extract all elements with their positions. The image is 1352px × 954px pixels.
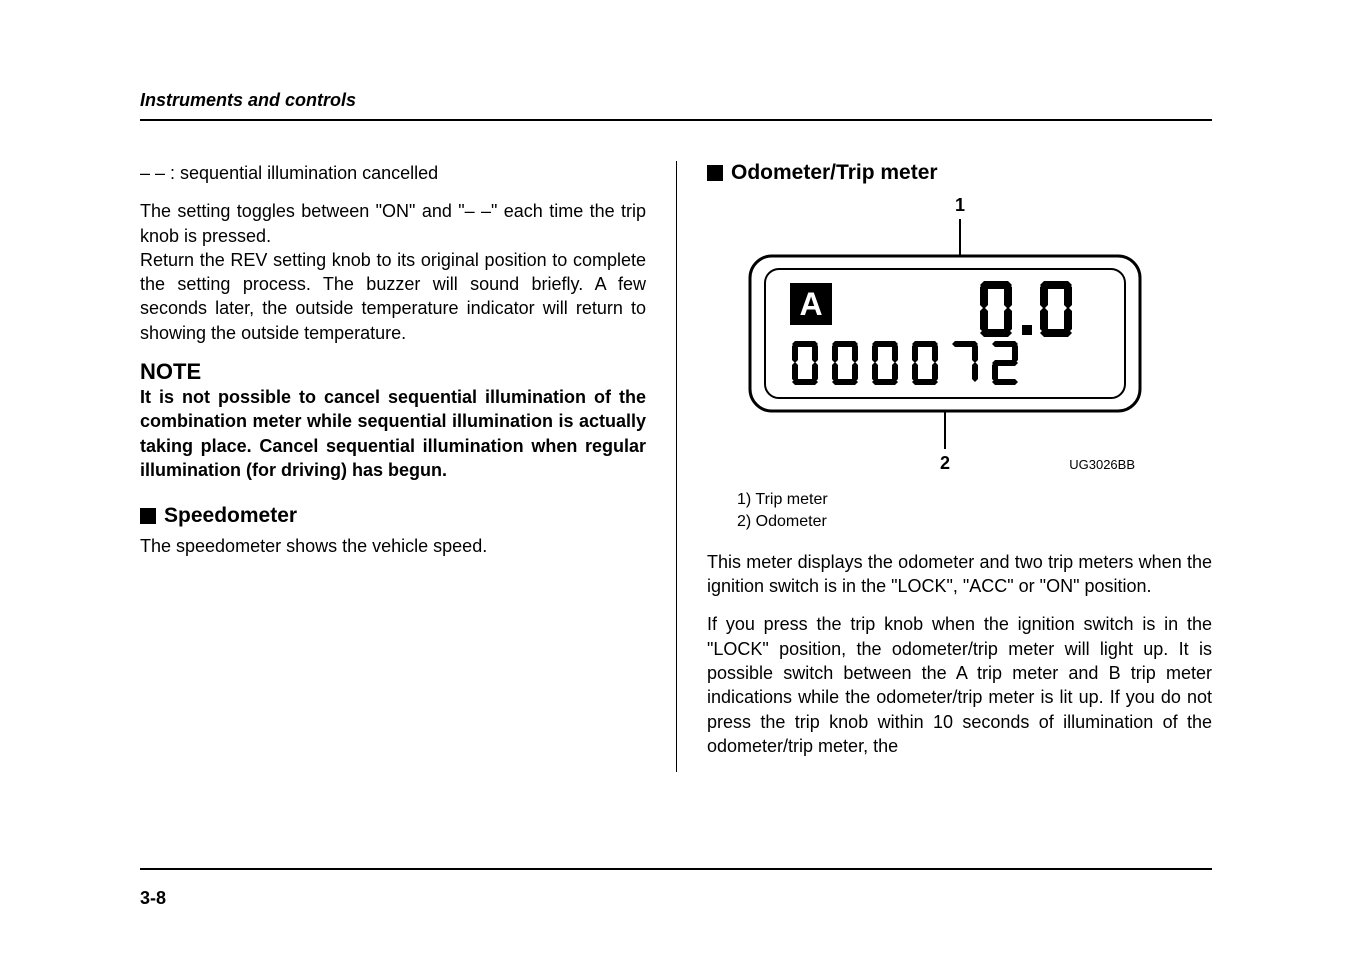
odometer-para-1: This meter displays the odometer and two… <box>707 550 1212 599</box>
toggle-paragraph: The setting toggles between "ON" and "– … <box>140 199 646 248</box>
speedometer-heading: Speedometer <box>140 504 646 528</box>
illumination-cancelled-line: – – : sequential illumination cancelled <box>140 161 646 185</box>
rev-knob-paragraph: Return the REV setting knob to its origi… <box>140 248 646 345</box>
odometer-heading: Odometer/Trip meter <box>707 161 1212 185</box>
note-text: It is not possible to cancel sequential … <box>140 385 646 482</box>
right-column: Odometer/Trip meter 1 A <box>676 161 1212 772</box>
legend-item-1: 1) Trip meter <box>737 489 1212 511</box>
note-heading: NOTE <box>140 359 646 385</box>
diagram-code: UG3026BB <box>1069 457 1135 472</box>
diagram-indicator-a: A <box>799 286 822 322</box>
odometer-heading-text: Odometer/Trip meter <box>731 161 938 185</box>
trip-digits <box>980 281 1072 337</box>
page-footer: 3-8 <box>140 868 1212 909</box>
diagram-label-1: 1 <box>954 195 964 215</box>
odometer-digits <box>792 341 1018 385</box>
diagram-legend: 1) Trip meter 2) Odometer <box>737 489 1212 534</box>
speedometer-text: The speedometer shows the vehicle speed. <box>140 534 646 558</box>
odometer-diagram: 1 A <box>707 191 1212 481</box>
content-columns: – – : sequential illumination cancelled … <box>140 161 1212 772</box>
odometer-para-2: If you press the trip knob when the igni… <box>707 612 1212 758</box>
square-bullet-icon <box>140 508 156 524</box>
header-title: Instruments and controls <box>140 90 356 110</box>
odometer-svg: 1 A <box>720 191 1200 481</box>
page-header: Instruments and controls <box>140 90 1212 121</box>
page-number: 3-8 <box>140 888 166 908</box>
speedometer-heading-text: Speedometer <box>164 504 297 528</box>
left-column: – – : sequential illumination cancelled … <box>140 161 676 772</box>
square-bullet-icon <box>707 165 723 181</box>
diagram-label-2: 2 <box>939 453 949 473</box>
legend-item-2: 2) Odometer <box>737 511 1212 533</box>
